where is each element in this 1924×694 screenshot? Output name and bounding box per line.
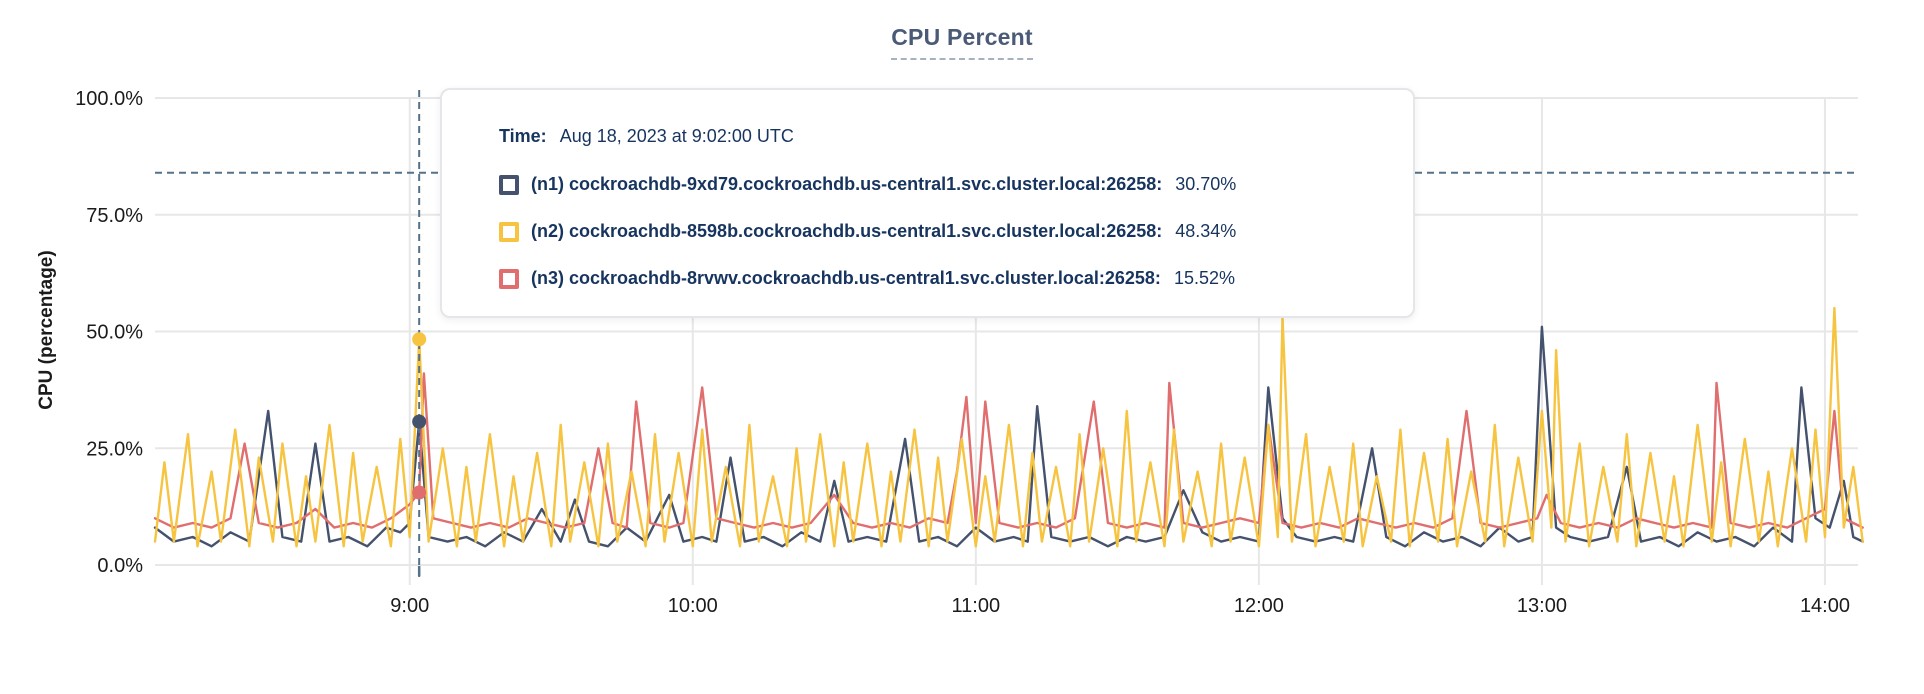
tooltip-time-value: Aug 18, 2023 at 9:02:00 UTC [559, 126, 794, 146]
x-tick-label: 9:00 [390, 595, 429, 617]
tooltip-series-n1-label: (n1) cockroachdb-9xd79.cockroachdb.us-ce… [531, 174, 1163, 194]
y-tick-label: 50.0% [86, 322, 143, 344]
tooltip-series-n2-value: 48.34% [1175, 221, 1237, 241]
chart-title[interactable]: CPU Percent [891, 24, 1033, 60]
hover-point-n1 [412, 414, 427, 429]
tooltip-series-n2-label: (n2) cockroachdb-8598b.cockroachdb.us-ce… [531, 221, 1163, 241]
tooltip-time-row: Time: Aug 18, 2023 at 9:02:00 UTC [499, 126, 1413, 147]
series-n1-swatch-icon [499, 174, 519, 195]
hover-point-n3 [412, 485, 427, 500]
tooltip-series-row-n2: (n2) cockroachdb-8598b.cockroachdb.us-ce… [499, 221, 1413, 242]
series-line-n3 [153, 372, 1864, 529]
x-tick-label: 14:00 [1800, 595, 1850, 617]
tooltip-series-n1-value: 30.70% [1175, 174, 1237, 194]
x-tick-label: 12:00 [1234, 595, 1284, 617]
y-tick-label: 0.0% [97, 555, 143, 577]
x-tick-label: 11:00 [952, 595, 1001, 617]
x-tick-label: 13:00 [1517, 595, 1567, 617]
x-tick-label: 10:00 [668, 595, 718, 617]
y-tick-label: 100.0% [75, 88, 143, 110]
y-tick-label: 75.0% [86, 205, 143, 227]
series-n3-swatch-icon [499, 268, 519, 289]
tooltip-series-row-n1: (n1) cockroachdb-9xd79.cockroachdb.us-ce… [499, 174, 1413, 195]
series-line-n2 [153, 306, 1864, 548]
series-n2-swatch-icon [499, 221, 519, 242]
tooltip-series-n3-label: (n3) cockroachdb-8rvwv.cockroachdb.us-ce… [531, 268, 1161, 288]
chart-title-wrap: CPU Percent [0, 24, 1924, 60]
chart-hover-tooltip: Time: Aug 18, 2023 at 9:02:00 UTC (n1) co… [440, 88, 1415, 318]
tooltip-time-label: Time: [499, 126, 547, 146]
tooltip-series-row-n3: (n3) cockroachdb-8rvwv.cockroachdb.us-ce… [499, 268, 1413, 289]
tooltip-series-n3-value: 15.52% [1173, 268, 1235, 288]
hover-point-n2 [412, 332, 427, 347]
y-tick-label: 25.0% [86, 438, 143, 460]
